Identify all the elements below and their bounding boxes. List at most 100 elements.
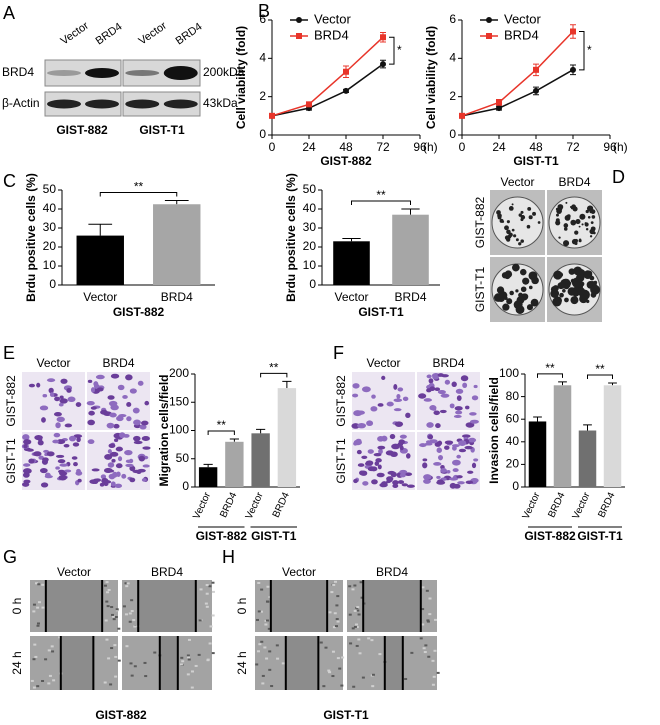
texture bbox=[36, 622, 40, 625]
cell bbox=[433, 410, 440, 416]
x-tick-label: Vector bbox=[571, 490, 593, 521]
cell-layer bbox=[177, 636, 212, 690]
cell bbox=[133, 419, 141, 426]
cell bbox=[437, 455, 444, 461]
marker bbox=[570, 28, 576, 35]
texture bbox=[425, 589, 429, 592]
texture bbox=[421, 586, 425, 589]
column-label: BRD4 bbox=[151, 565, 183, 579]
cell bbox=[452, 468, 459, 473]
blot-band bbox=[47, 99, 81, 109]
bar bbox=[578, 430, 597, 487]
y-tick-label: 80 bbox=[506, 389, 520, 403]
cell bbox=[453, 483, 461, 489]
cell bbox=[23, 444, 28, 449]
texture bbox=[103, 681, 107, 684]
cell bbox=[439, 409, 447, 414]
colony bbox=[515, 305, 525, 314]
x-tick-label: BRD4 bbox=[546, 490, 567, 519]
panel-label: F bbox=[333, 343, 344, 363]
texture bbox=[367, 637, 371, 640]
texture bbox=[133, 665, 137, 668]
texture bbox=[110, 647, 114, 650]
texture bbox=[356, 606, 360, 609]
colony bbox=[511, 263, 520, 272]
texture bbox=[359, 581, 363, 584]
cell-layer bbox=[255, 580, 271, 632]
texture bbox=[410, 651, 414, 654]
cell bbox=[96, 387, 104, 392]
image-bg bbox=[352, 372, 415, 430]
texture bbox=[331, 675, 335, 678]
colony bbox=[528, 215, 533, 220]
texture bbox=[426, 620, 430, 623]
cell bbox=[46, 378, 56, 383]
colony bbox=[494, 293, 502, 301]
cell bbox=[39, 467, 48, 474]
column-label: BRD4 bbox=[102, 356, 134, 370]
colony bbox=[515, 238, 519, 242]
marker bbox=[380, 61, 386, 68]
texture bbox=[124, 613, 128, 616]
cell bbox=[126, 402, 132, 407]
texture bbox=[331, 650, 335, 653]
cell bbox=[392, 480, 399, 486]
texture bbox=[349, 642, 353, 645]
cell bbox=[470, 419, 479, 424]
cell bbox=[107, 462, 115, 468]
cell bbox=[23, 463, 31, 467]
y-tick-label: 60 bbox=[506, 411, 520, 425]
cell bbox=[429, 386, 436, 392]
cell bbox=[465, 422, 475, 428]
colony bbox=[584, 222, 589, 227]
cell bbox=[75, 402, 82, 407]
texture bbox=[107, 589, 111, 592]
cell bbox=[49, 392, 55, 397]
texture bbox=[426, 619, 430, 622]
legend-marker bbox=[486, 17, 492, 23]
texture bbox=[265, 619, 269, 622]
texture bbox=[341, 656, 345, 659]
texture bbox=[205, 592, 209, 595]
significance-label: ** bbox=[217, 418, 227, 432]
texture bbox=[30, 679, 34, 682]
cell bbox=[449, 403, 455, 409]
cell bbox=[141, 478, 147, 482]
texture bbox=[205, 605, 209, 608]
texture bbox=[36, 685, 40, 688]
cell bbox=[58, 469, 65, 474]
colony bbox=[528, 285, 533, 290]
cell bbox=[356, 410, 365, 415]
colony bbox=[570, 296, 579, 305]
texture bbox=[35, 582, 39, 585]
texture bbox=[358, 652, 362, 655]
texture bbox=[115, 609, 119, 612]
cell bbox=[139, 424, 147, 430]
cell bbox=[122, 395, 128, 399]
significance-bracket bbox=[99, 191, 178, 197]
colony bbox=[518, 292, 523, 298]
colony bbox=[564, 215, 571, 221]
cell bbox=[460, 375, 469, 382]
cell bbox=[377, 445, 386, 450]
error-bar bbox=[583, 424, 592, 431]
y-axis-label: Brdu positive cells (%) bbox=[24, 173, 38, 302]
cell bbox=[362, 481, 369, 486]
lane-label: BRD4 bbox=[94, 21, 125, 48]
texture bbox=[107, 657, 111, 660]
bar bbox=[225, 441, 244, 487]
column-label: BRD4 bbox=[376, 565, 408, 579]
x-axis-label: GIST-882 bbox=[113, 305, 165, 319]
colony bbox=[578, 225, 581, 228]
texture bbox=[328, 671, 332, 674]
column-label: Vector bbox=[366, 356, 400, 370]
y-tick-label: 100 bbox=[169, 423, 189, 437]
cell bbox=[365, 460, 374, 466]
x-axis-label: GIST-T1 bbox=[513, 154, 559, 168]
colony bbox=[528, 271, 538, 281]
cell bbox=[422, 458, 428, 462]
texture bbox=[115, 608, 119, 611]
cell bbox=[88, 410, 95, 416]
texture bbox=[322, 685, 326, 688]
texture bbox=[36, 624, 40, 627]
